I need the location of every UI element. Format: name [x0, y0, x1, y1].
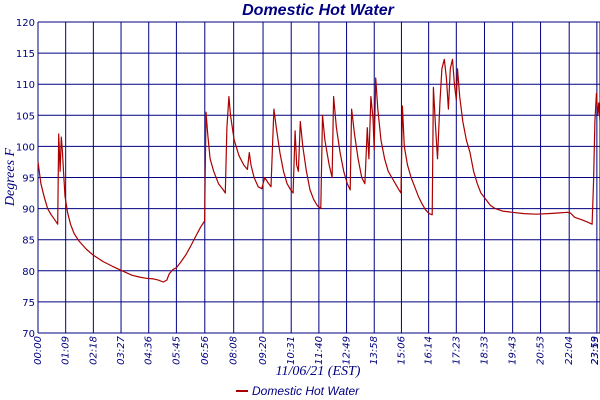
x-tick-label-1723: 17:23 [451, 336, 462, 365]
x-axis-label: 11/06/21 (EST) [276, 364, 361, 379]
x-tick-label-0920: 09:20 [258, 336, 269, 365]
y-tick-label-105: 105 [16, 111, 35, 122]
y-tick-label-90: 90 [22, 205, 35, 216]
x-tick-label-0327: 03:27 [116, 335, 127, 364]
x-tick-label-1943: 19:43 [508, 336, 519, 365]
x-tick-label-1031: 10:31 [286, 336, 297, 365]
chart-title: Domestic Hot Water [242, 2, 395, 19]
x-tick-label-1358: 13:58 [369, 336, 380, 365]
x-tick-label-0109: 01:09 [61, 336, 72, 365]
x-tick-label-0436: 04:36 [144, 336, 155, 365]
x-tick-label-0000: 00:00 [33, 336, 44, 365]
y-tick-labels: 70 75 80 85 90 95 100 105 110 115 120 [16, 18, 35, 340]
x-tick-label-0218: 02:18 [88, 336, 99, 365]
x-tick-label-1249: 12:49 [342, 336, 353, 365]
y-tick-label-85: 85 [22, 236, 35, 247]
legend: Domestic Hot Water [236, 384, 360, 398]
y-tick-label-75: 75 [22, 298, 35, 309]
x-tick-label-0808: 08:08 [229, 336, 240, 365]
y-tick-label-110: 110 [16, 80, 35, 91]
x-tick-label-1506: 15:06 [396, 336, 407, 365]
grid [37, 21, 600, 334]
x-tick-label-2313: 23:13 [590, 336, 600, 365]
y-tick-label-115: 115 [16, 49, 35, 60]
x-tick-label-2053: 20:53 [536, 336, 547, 365]
y-tick-label-95: 95 [22, 174, 35, 185]
legend-label-domestic-hot-water: Domestic Hot Water [252, 384, 360, 398]
x-tick-label-0656: 06:56 [200, 336, 211, 365]
x-tick-label-1140: 11:40 [314, 336, 325, 365]
y-tick-label-80: 80 [22, 267, 35, 278]
y-axis-label: Degrees F [3, 147, 18, 207]
x-tick-label-2359: 23:59 [590, 336, 600, 365]
y-tick-label-120: 120 [16, 18, 35, 29]
x-tick-label-1614: 16:14 [424, 336, 435, 365]
series-line-domestic-hot-water [37, 58, 600, 283]
x-tick-label-0545: 05:45 [171, 336, 182, 365]
series [37, 58, 600, 283]
y-tick-label-100: 100 [16, 142, 35, 153]
x-tick-labels: 00:00 01:09 02:18 03:27 04:36 05:45 06:56 08:08… [33, 335, 600, 364]
y-tick-label-70: 70 [22, 329, 35, 340]
x-tick-label-1833: 18:33 [479, 336, 490, 365]
x-tick-label-2204: 22:04 [564, 336, 575, 365]
